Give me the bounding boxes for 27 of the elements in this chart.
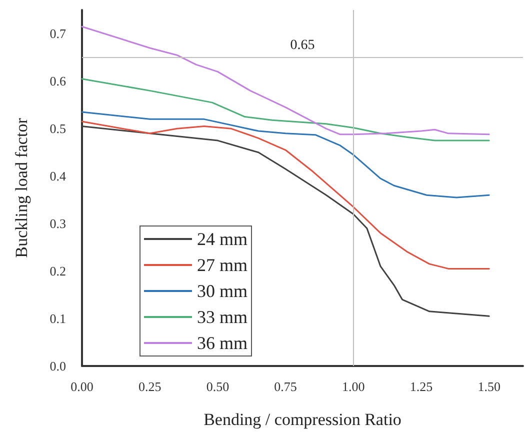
y-tick-label: 0.3 (50, 216, 66, 232)
line-series (81, 78, 490, 142)
x-tick-label: 0.50 (206, 379, 230, 394)
line-series (81, 26, 490, 136)
y-tick-label: 0.2 (50, 264, 66, 279)
line-series (81, 120, 490, 270)
x-axis-title: Bending / compression Ratio (204, 410, 402, 429)
ref-line-label: 0.65 (290, 38, 315, 53)
x-tick-label: 0.75 (274, 379, 297, 394)
x-tick-label: 1.25 (410, 379, 433, 394)
line-series (81, 111, 490, 198)
y-tick-label: 0.6 (50, 74, 66, 89)
legend-label: 36 mm (197, 333, 248, 353)
legend-label: 24 mm (197, 229, 248, 249)
y-tick-label: 0.7 (50, 26, 66, 42)
y-axis-title: Buckling load factor (12, 118, 31, 258)
x-tick-label: 0.00 (70, 379, 94, 394)
legend-label: 30 mm (197, 281, 248, 301)
legend-label: 27 mm (197, 255, 248, 275)
x-tick-label: 1.50 (478, 379, 500, 394)
x-tick-label: 0.25 (138, 379, 162, 394)
y-tick-label: 0.4 (50, 168, 66, 184)
y-tick-label: 0.5 (50, 121, 66, 136)
legend-label: 33 mm (197, 307, 248, 327)
x-tick-label: 1.00 (342, 379, 365, 394)
y-tick-label: 0.1 (50, 311, 66, 326)
y-tick-label: 0.0 (50, 358, 66, 374)
